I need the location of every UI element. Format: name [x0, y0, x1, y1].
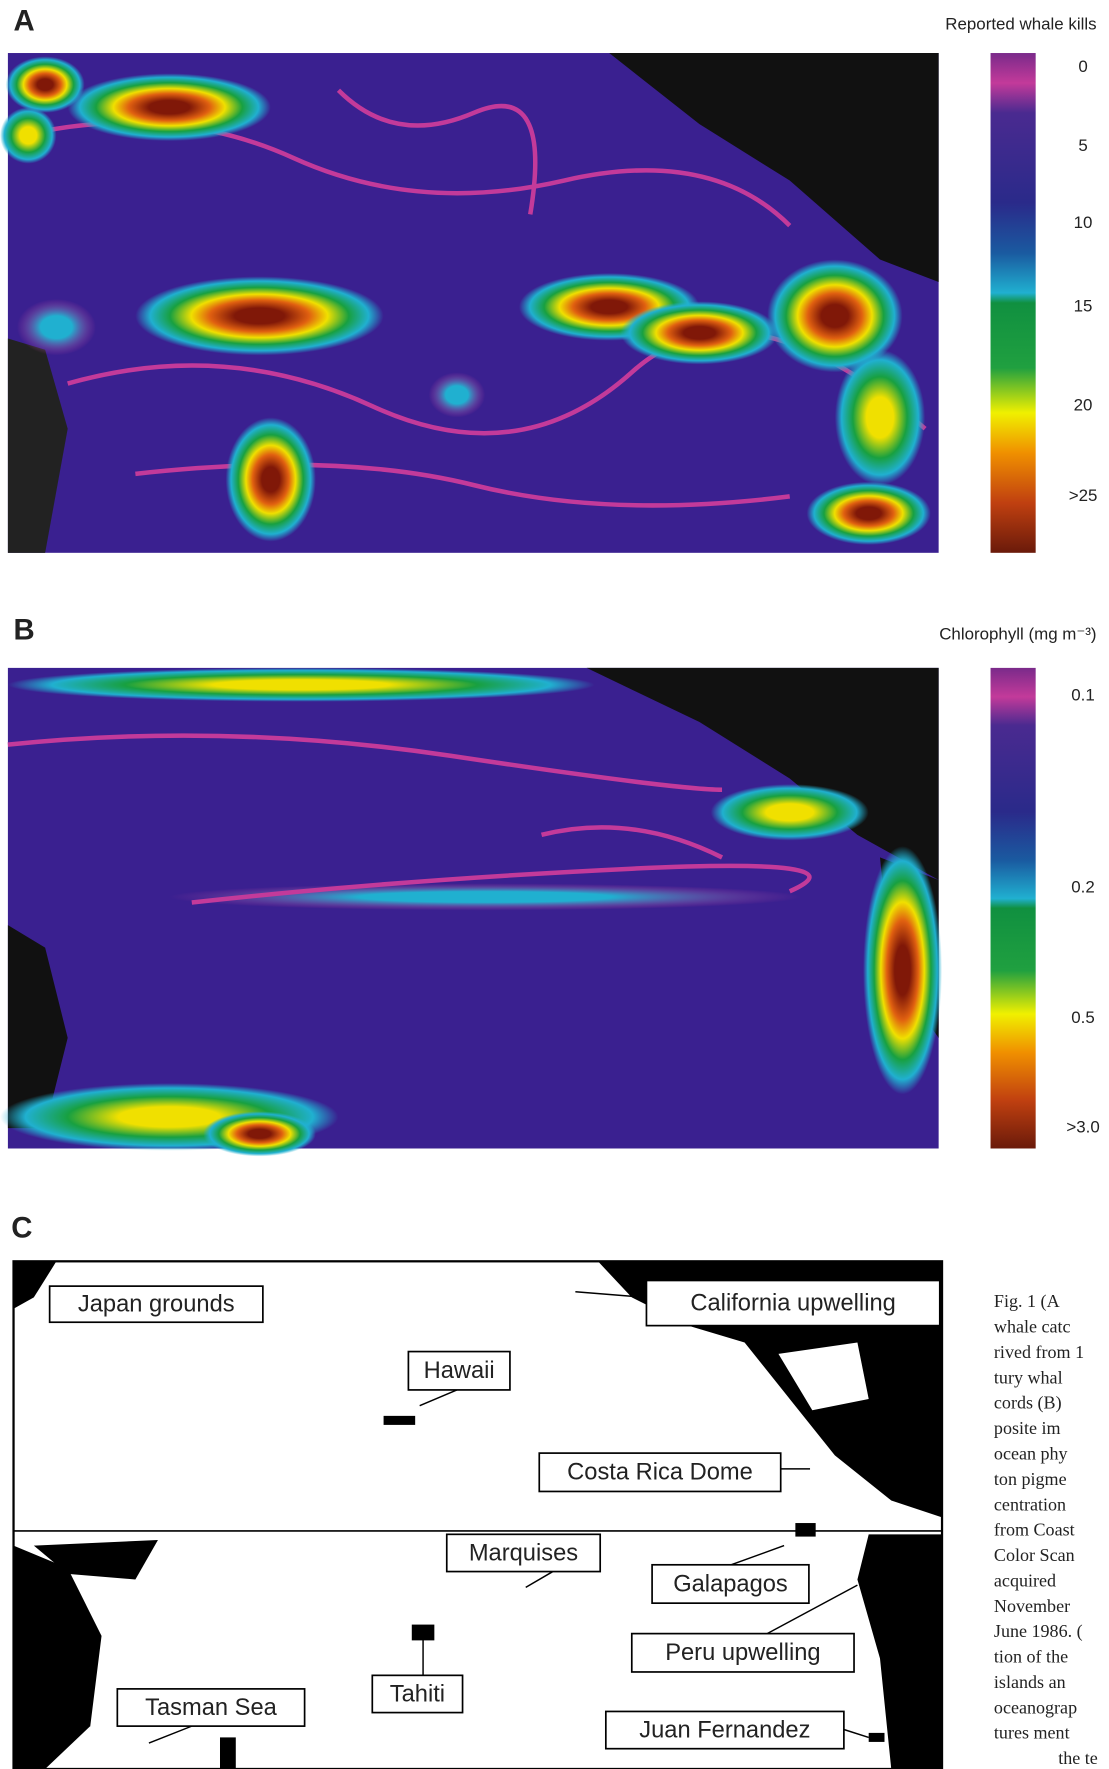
caption: Fig. 1 (A whale catc rived from 1 tury whal…	[994, 1291, 1098, 1768]
caption-line: the te	[1058, 1748, 1098, 1768]
blob	[7, 667, 595, 702]
caption-line: Color Scan	[994, 1545, 1075, 1565]
scale-label: 5	[1078, 136, 1087, 155]
panel-letter: C	[11, 1211, 32, 1244]
colorbar	[990, 667, 1036, 1149]
place-label: California upwelling	[690, 1290, 895, 1316]
land	[609, 53, 939, 283]
blob	[0, 107, 57, 164]
caption-line: tures ment	[994, 1723, 1070, 1743]
caption-line: tury whal	[994, 1367, 1063, 1387]
caption-line: cords (B)	[994, 1393, 1062, 1414]
blob	[767, 259, 903, 373]
blob	[5, 56, 85, 113]
caption-line: whale catc	[994, 1317, 1071, 1337]
caption-line: rived from 1	[994, 1342, 1084, 1362]
scale-title: Reported whale kills	[945, 14, 1096, 33]
scale-label: 0.2	[1071, 877, 1095, 896]
scale-label: 10	[1074, 213, 1093, 232]
land	[7, 338, 68, 553]
panel-a: A Reported whale kills	[0, 4, 1097, 553]
scale-label: >25	[1069, 486, 1098, 505]
label-box	[371, 1674, 464, 1714]
scale-label: 20	[1074, 396, 1093, 415]
place-label: Juan Fernandez	[639, 1717, 810, 1743]
place-label: Tasman Sea	[145, 1695, 277, 1721]
place-label: Galapagos	[673, 1571, 788, 1597]
blob	[135, 276, 384, 356]
blob	[67, 73, 271, 142]
place-label: Tahiti	[390, 1681, 445, 1707]
label-box	[538, 1452, 782, 1493]
scale-label: 0.1	[1071, 686, 1095, 705]
caption-line: centration	[994, 1494, 1066, 1514]
contours	[7, 733, 812, 905]
caption-line: posite im	[994, 1418, 1061, 1438]
blob	[203, 1111, 316, 1157]
caption-line: ocean phy	[994, 1443, 1068, 1463]
place-label: Costa Rica Dome	[567, 1460, 753, 1486]
caption-line: tion of the	[994, 1647, 1068, 1667]
caption-line: oceanograp	[994, 1697, 1077, 1717]
panel-b: B Chlorophyll (mg m⁻³)	[0, 614, 1097, 1157]
scale-label: 0.5	[1071, 1008, 1095, 1027]
blob	[863, 846, 943, 1095]
panel-letter: B	[14, 614, 35, 647]
caption-line: ton pigme	[994, 1469, 1067, 1489]
caption-line: Fig. 1 (A	[994, 1291, 1060, 1312]
caption-line: acquired	[994, 1570, 1056, 1590]
caption-line: islands an	[994, 1672, 1066, 1692]
scale-label: >3.0	[1066, 1118, 1099, 1137]
caption-line: from Coast	[994, 1520, 1075, 1540]
scale-label: 15	[1074, 296, 1093, 315]
label-box	[48, 1285, 264, 1324]
blob	[16, 298, 96, 356]
place-label: Peru upwelling	[665, 1640, 820, 1666]
colorbar	[990, 53, 1036, 553]
blob	[806, 481, 931, 545]
caption-line: June 1986. (	[994, 1621, 1083, 1642]
scale-label: 0	[1078, 57, 1087, 76]
label-box	[445, 1533, 602, 1573]
blob	[225, 417, 316, 542]
panel-letter: A	[14, 4, 35, 37]
pointers	[148, 1291, 869, 1744]
place-label: Hawaii	[424, 1358, 495, 1384]
label-box	[645, 1279, 941, 1327]
panel-c: C Japan grounds California upwelling Hawai…	[11, 1211, 944, 1769]
label-box	[651, 1563, 810, 1604]
label-box	[116, 1688, 306, 1727]
label-box	[630, 1632, 855, 1673]
label-box	[604, 1710, 845, 1750]
scale-title: Chlorophyll (mg m⁻³)	[939, 625, 1096, 644]
blob	[834, 349, 926, 486]
place-label: Marquises	[469, 1540, 578, 1566]
land	[7, 925, 68, 1129]
blob	[710, 784, 869, 841]
blob	[428, 372, 486, 418]
place-label: Japan grounds	[78, 1292, 235, 1318]
label-box	[407, 1350, 511, 1391]
caption-line: November	[994, 1596, 1070, 1616]
blob	[620, 301, 779, 365]
